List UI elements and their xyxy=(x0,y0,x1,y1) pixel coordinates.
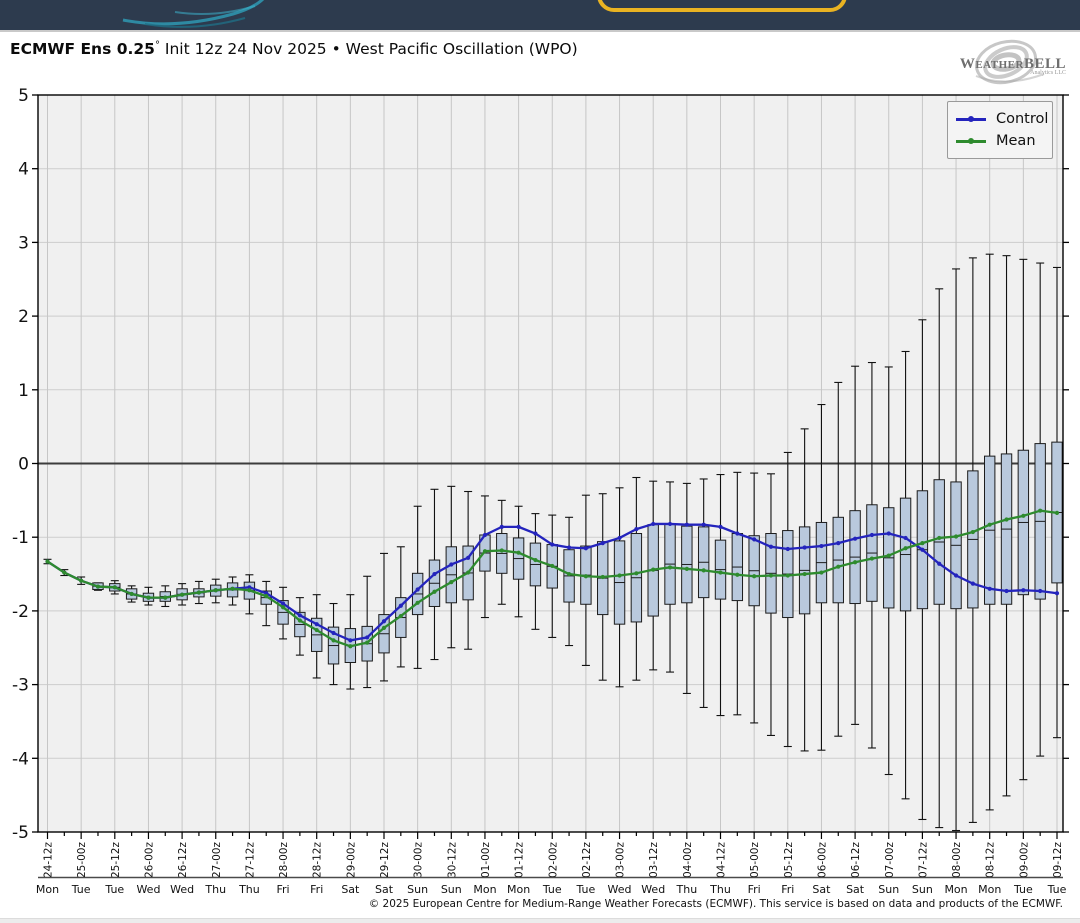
x-tick-label: 30-12z xyxy=(446,842,458,879)
x-tick-label: 26-00z xyxy=(143,842,155,879)
x-tick-label: 08-00z xyxy=(951,842,963,879)
copyright-notice: © 2025 European Centre for Medium-Range … xyxy=(368,898,1063,910)
day-label: Fri xyxy=(310,883,323,896)
x-tick-label: 02-12z xyxy=(581,842,593,879)
y-tick-label: -1 xyxy=(12,528,29,548)
day-label: Sun xyxy=(407,883,428,896)
top-nav-bar xyxy=(0,0,1080,30)
day-label: Wed xyxy=(136,883,160,896)
y-tick-label: -3 xyxy=(12,676,29,696)
x-tick-label: 09-12z xyxy=(1052,842,1064,879)
day-label: Thu xyxy=(238,883,260,896)
y-tick-label: 5 xyxy=(18,86,29,106)
day-label: Mon xyxy=(36,883,59,896)
weatherbell-swirl-icon xyxy=(974,39,1045,85)
x-tick-label: 25-12z xyxy=(110,842,122,879)
x-tick-label: 26-12z xyxy=(177,842,189,879)
day-label: Fri xyxy=(748,883,761,896)
x-tick-label: 29-12z xyxy=(379,842,391,879)
y-tick-label: -4 xyxy=(12,749,29,769)
day-label: Tue xyxy=(1047,883,1067,896)
day-label: Thu xyxy=(709,883,731,896)
day-label: Wed xyxy=(641,883,665,896)
day-label: Sat xyxy=(846,883,865,896)
x-tick-label: 08-12z xyxy=(985,842,997,879)
legend-row-control: Control xyxy=(956,108,1048,130)
legend-label-mean: Mean xyxy=(996,133,1036,149)
y-tick-label: 0 xyxy=(18,455,29,475)
day-label: Tue xyxy=(71,883,91,896)
x-tick-label: 04-12z xyxy=(716,842,728,879)
weatherbell-logo-text: WeatherBELL xyxy=(959,56,1066,72)
degree-symbol: ° xyxy=(154,40,160,51)
x-tick-label: 07-12z xyxy=(917,842,929,879)
day-label: Thu xyxy=(676,883,698,896)
x-tick-label: 01-00z xyxy=(480,842,492,879)
topbar-divider xyxy=(0,30,1080,32)
day-label: Fri xyxy=(781,883,794,896)
y-tick-label: 2 xyxy=(18,307,29,327)
x-tick-label: 28-12z xyxy=(312,842,324,879)
x-tick-label: 29-00z xyxy=(345,842,357,879)
day-label: Sat xyxy=(812,883,831,896)
x-tick-label: 06-00z xyxy=(816,842,828,879)
x-tick-label: 05-00z xyxy=(749,842,761,879)
title-detail: Init 12z 24 Nov 2025 • West Pacific Osci… xyxy=(159,40,578,59)
x-tick-label: 24-12z xyxy=(43,842,55,879)
x-tick-label: 02-00z xyxy=(547,842,559,879)
day-label: Sat xyxy=(375,883,394,896)
y-tick-label: 1 xyxy=(18,381,29,401)
x-tick-label: 30-00z xyxy=(413,842,425,879)
control-line-sample-icon xyxy=(956,115,986,122)
y-tick-label: 4 xyxy=(18,160,29,180)
mean-line xyxy=(45,508,1060,649)
y-axis: 5 4 3 2 1 0 -1 -2 -3 -4 -5 xyxy=(12,86,1069,843)
y-tick-label: 3 xyxy=(18,233,29,253)
legend-label-control: Control xyxy=(996,111,1049,127)
day-label: Mon xyxy=(507,883,530,896)
day-label: Thu xyxy=(204,883,226,896)
site-logo-swirl-icon[interactable] xyxy=(115,0,275,28)
x-tick-label: 03-00z xyxy=(615,842,627,879)
page-bottom-divider xyxy=(0,918,1080,923)
day-label: Wed xyxy=(608,883,632,896)
x-tick-label: 27-00z xyxy=(211,842,223,879)
y-tick-label: -2 xyxy=(12,602,29,622)
x-tick-label: 09-00z xyxy=(1018,842,1030,879)
x-tick-label: 04-00z xyxy=(682,842,694,879)
day-label: Mon xyxy=(944,883,967,896)
x-tick-label: 05-12z xyxy=(783,842,795,879)
day-label: Fri xyxy=(276,883,289,896)
title-model-name: ECMWF Ens 0.25 xyxy=(10,40,155,59)
day-label: Tue xyxy=(1013,883,1033,896)
x-tick-label: 27-12z xyxy=(244,842,256,879)
mean-line-sample-icon xyxy=(956,137,986,144)
chart-legend: Control Mean xyxy=(947,101,1053,159)
day-label: Tue xyxy=(576,883,596,896)
day-label: Wed xyxy=(170,883,194,896)
legend-row-mean: Mean xyxy=(956,130,1044,152)
weatherbell-logo: WeatherBELL Analytics LLC xyxy=(958,36,1068,88)
x-axis: 24-12z 25-00z 25-12z 26-00z 26-12z 27-00z 27-1… xyxy=(36,832,1067,896)
x-tick-label: 28-00z xyxy=(278,842,290,879)
x-tick-label: 03-12z xyxy=(648,842,660,879)
weatherbell-logo-subtext: Analytics LLC xyxy=(1030,70,1066,76)
x-tick-label: 01-12z xyxy=(514,842,526,879)
day-label: Sun xyxy=(878,883,899,896)
day-label: Sun xyxy=(912,883,933,896)
x-tick-label: 07-00z xyxy=(884,842,896,879)
day-label: Sat xyxy=(341,883,360,896)
day-label: Tue xyxy=(542,883,562,896)
y-tick-label: -5 xyxy=(12,823,29,843)
x-tick-label: 25-00z xyxy=(76,842,88,879)
day-label: Tue xyxy=(104,883,124,896)
day-label: Mon xyxy=(473,883,496,896)
page-title: ECMWF Ens 0.25° Init 12z 24 Nov 2025 • W… xyxy=(10,40,578,58)
day-label: Mon xyxy=(978,883,1001,896)
x-tick-label: 06-12z xyxy=(850,842,862,879)
day-label: Sun xyxy=(441,883,462,896)
